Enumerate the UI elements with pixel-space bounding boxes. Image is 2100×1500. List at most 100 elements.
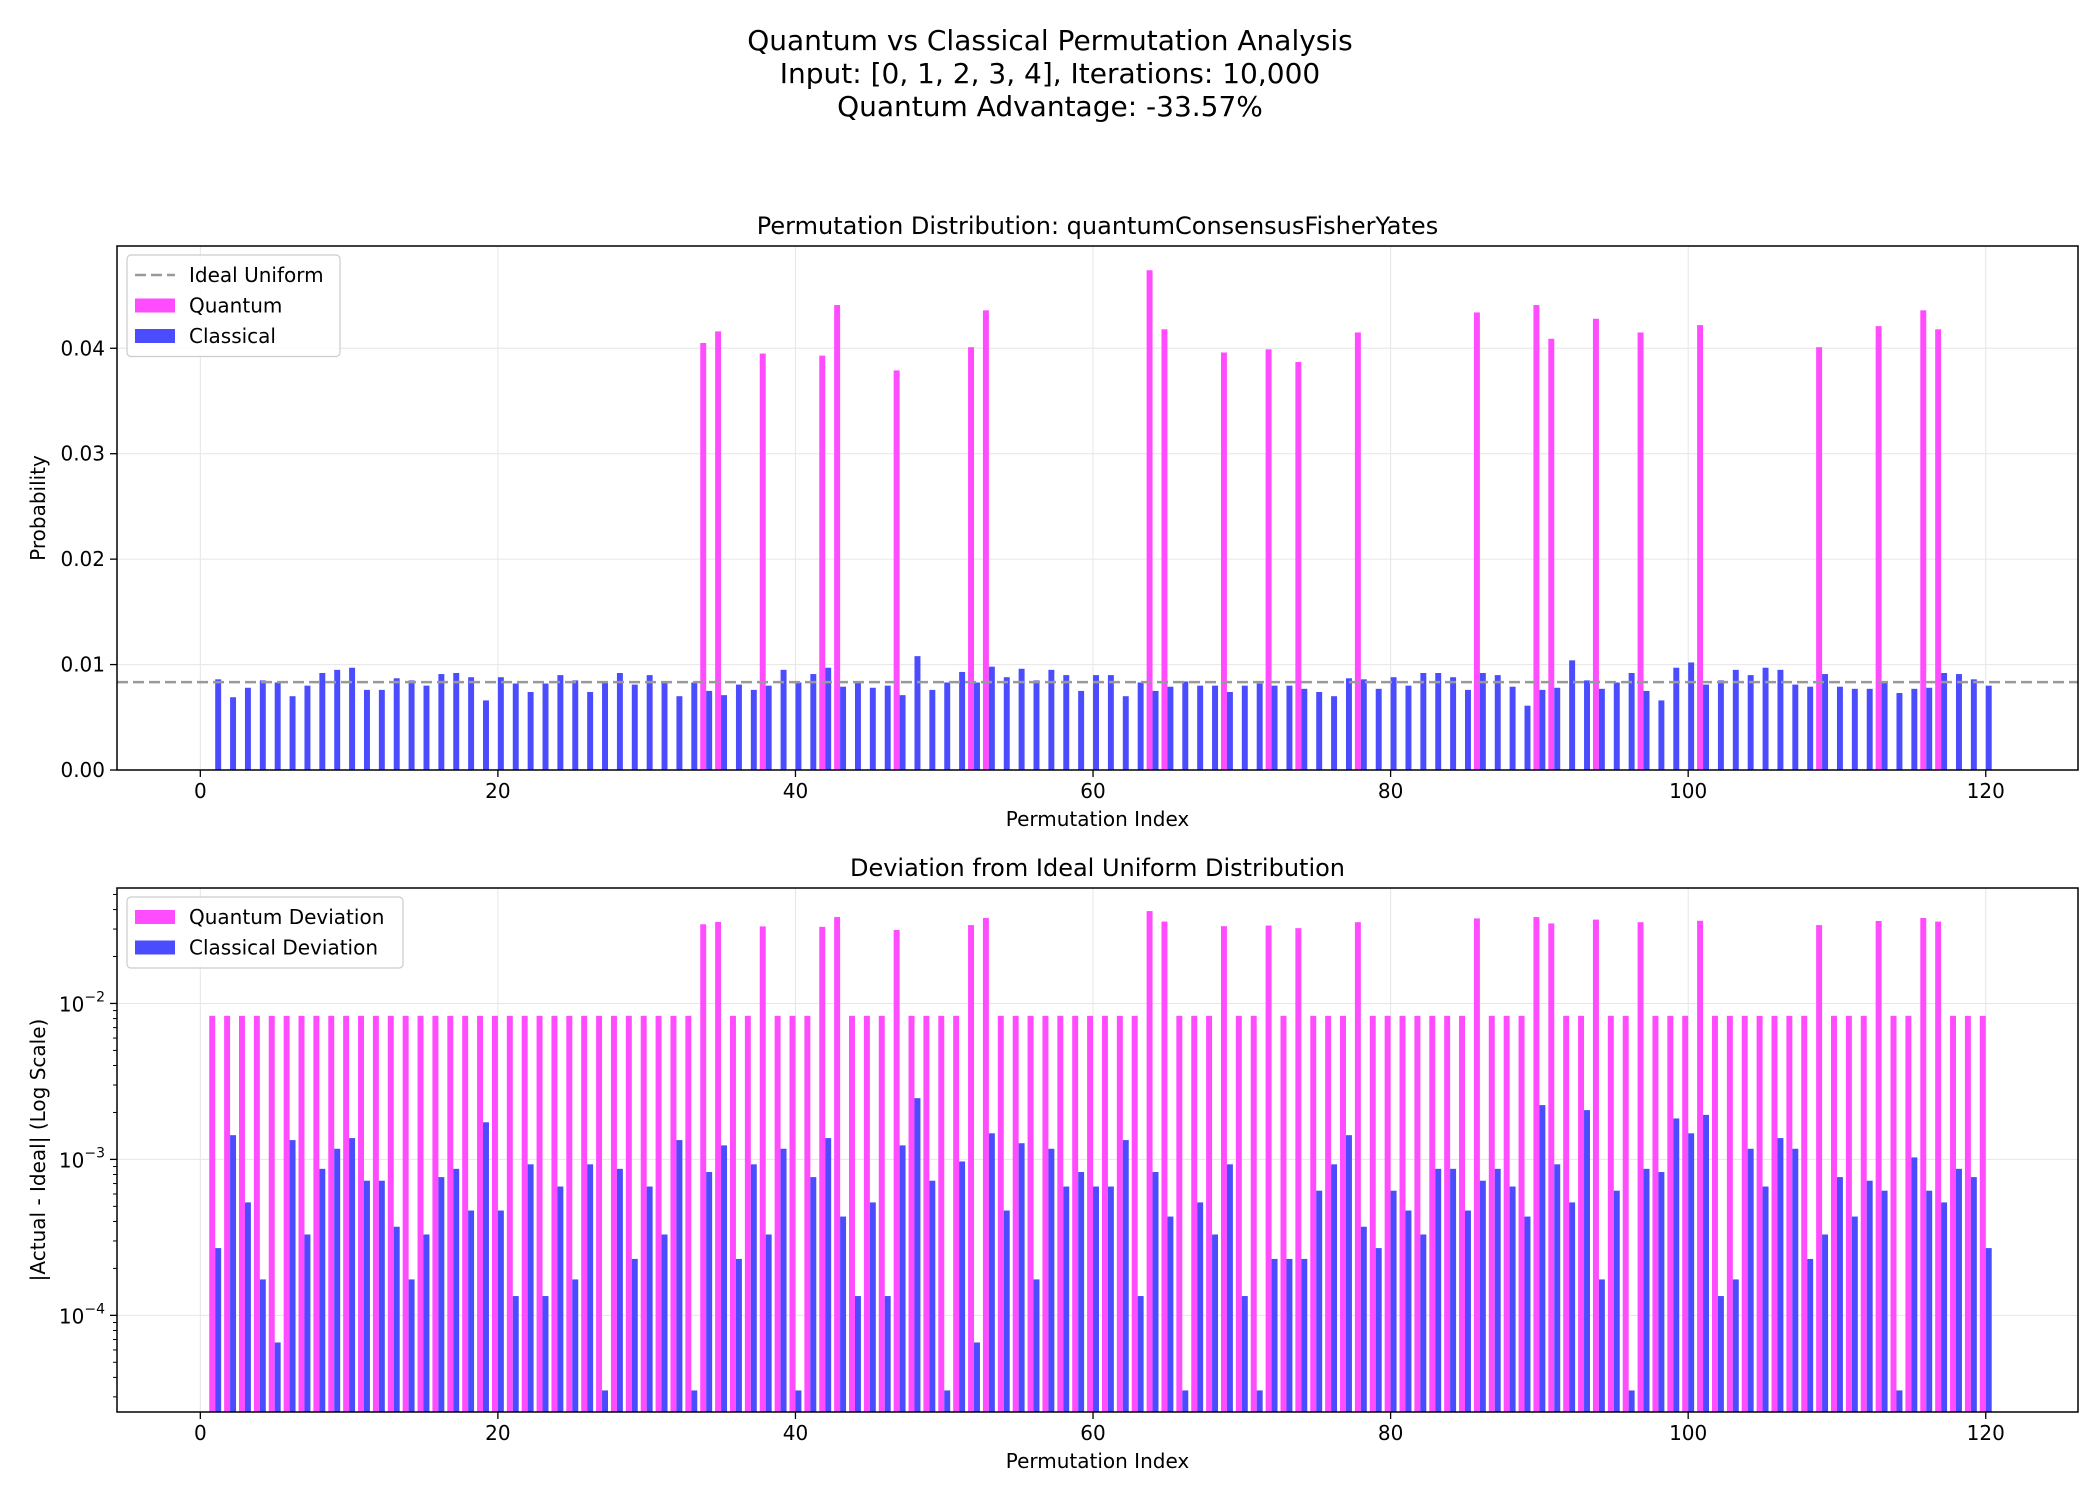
classical-bar xyxy=(661,1234,668,1412)
classical-bar xyxy=(810,674,817,770)
quantum-bar xyxy=(1935,329,1942,770)
classical-bar xyxy=(1955,674,1962,770)
classical-bar xyxy=(1286,1258,1293,1412)
quantum-bar xyxy=(1920,918,1927,1412)
y-tick-label: 0.03 xyxy=(60,442,105,466)
classical-bar xyxy=(661,682,668,770)
quantum-bar xyxy=(283,1015,290,1412)
quantum-bar xyxy=(1667,1015,1674,1412)
classical-bar xyxy=(1911,688,1918,770)
quantum-bar xyxy=(1459,1015,1466,1412)
quantum-bar xyxy=(566,1015,573,1412)
legend: Ideal Uniform Quantum Classical xyxy=(126,254,341,358)
classical-bar xyxy=(1836,686,1843,770)
classical-bar xyxy=(959,1161,966,1412)
classical-bar xyxy=(1955,1168,1962,1412)
classical-bar xyxy=(468,1210,475,1412)
legend-ideal-uniform-label: Ideal Uniform xyxy=(189,263,324,287)
quantum-bar xyxy=(849,1015,855,1412)
classical-bar xyxy=(765,1234,772,1412)
classical-bar xyxy=(1063,675,1070,770)
classical-bar xyxy=(1479,1180,1486,1412)
quantum-bar xyxy=(1786,1015,1793,1412)
quantum-bar xyxy=(1905,1015,1912,1412)
classical-bar xyxy=(1985,685,1992,770)
quantum-bar xyxy=(462,1015,469,1412)
quantum-bar xyxy=(1191,1015,1198,1412)
classical-bar xyxy=(438,674,445,770)
legend-box xyxy=(126,896,404,969)
classical-bar xyxy=(1152,690,1159,770)
quantum-bar xyxy=(1250,1015,1257,1412)
legend: Quantum Deviation Classical Deviation xyxy=(126,896,404,969)
quantum-bar xyxy=(1845,1015,1852,1412)
classical-bar xyxy=(1509,1186,1516,1412)
y-tick-label: 0.02 xyxy=(60,547,105,571)
bars xyxy=(209,911,1992,1412)
classical-bar xyxy=(1018,1143,1025,1412)
classical-bar xyxy=(1941,673,1948,770)
quantum-bar xyxy=(1592,919,1599,1412)
classical-bar xyxy=(349,667,356,770)
legend-color-swatch xyxy=(135,910,175,924)
classical-bar xyxy=(319,1168,326,1412)
classical-bar xyxy=(1316,1190,1323,1412)
classical-bar xyxy=(1182,1390,1189,1412)
classical-bar xyxy=(899,1145,906,1412)
classical-bar xyxy=(1584,680,1590,770)
quantum-bar xyxy=(982,310,989,770)
classical-bar xyxy=(810,1177,817,1412)
classical-bar xyxy=(1301,1258,1308,1412)
quantum-bar xyxy=(239,1015,245,1412)
classical-bar xyxy=(483,1122,489,1412)
quantum-bar xyxy=(1473,918,1480,1412)
quantum-bar xyxy=(715,921,722,1412)
classical-bar xyxy=(840,1216,847,1412)
classical-bar xyxy=(899,695,906,770)
classical-bar xyxy=(840,686,847,770)
quantum-bar xyxy=(1756,1015,1763,1412)
classical-bar xyxy=(1970,1177,1977,1412)
y-tick-exponent: −2 xyxy=(84,989,105,1005)
classical-bar xyxy=(453,673,460,770)
y-axis: 0.00 0.01 0.02 0.03 0.04 xyxy=(60,336,117,782)
quantum-bar xyxy=(878,1015,885,1412)
quantum-bar xyxy=(387,1015,394,1412)
classical-bar xyxy=(1658,700,1665,770)
classical-bar xyxy=(1226,691,1233,770)
quantum-bar xyxy=(670,1015,677,1412)
legend-color-swatch xyxy=(135,329,175,343)
quantum-bar xyxy=(1429,1015,1436,1412)
x-axis: 0 20 40 60 80 100 120 xyxy=(194,770,2005,803)
quantum-bar xyxy=(1979,1015,1986,1412)
quantum-bar xyxy=(253,1015,260,1412)
quantum-bar xyxy=(1354,922,1361,1412)
classical-bar xyxy=(1375,1248,1382,1412)
classical-bar xyxy=(1226,1164,1233,1412)
classical-bar xyxy=(1762,1186,1769,1412)
classical-bar xyxy=(527,691,534,770)
quantum-bar xyxy=(1652,1015,1659,1412)
quantum-bar xyxy=(1831,1015,1837,1412)
quantum-bar xyxy=(1801,1015,1808,1412)
classical-bar xyxy=(1539,1105,1546,1412)
x-axis-label: Permutation Index xyxy=(1006,807,1190,831)
quantum-bar xyxy=(1816,925,1823,1412)
classical-bar xyxy=(274,1342,281,1412)
classical-bar xyxy=(363,1180,370,1412)
quantum-bar xyxy=(313,1015,320,1412)
classical-bar xyxy=(676,696,683,770)
quantum-bar xyxy=(402,1015,409,1412)
quantum-bar xyxy=(1354,332,1361,770)
quantum-bar xyxy=(968,347,975,770)
classical-bar xyxy=(527,1164,534,1412)
classical-bar xyxy=(1435,673,1442,770)
quantum-bar xyxy=(774,1015,781,1412)
classical-bar xyxy=(1926,1190,1933,1412)
classical-bar xyxy=(631,1258,638,1412)
classical-bar xyxy=(1688,1133,1695,1412)
classical-bar xyxy=(259,680,266,770)
classical-bar xyxy=(929,689,936,770)
classical-bar xyxy=(825,1138,832,1412)
